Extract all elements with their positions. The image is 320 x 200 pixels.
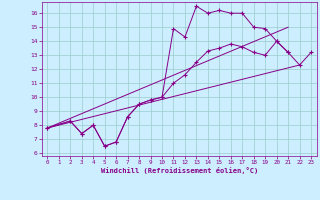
X-axis label: Windchill (Refroidissement éolien,°C): Windchill (Refroidissement éolien,°C) [100, 167, 258, 174]
